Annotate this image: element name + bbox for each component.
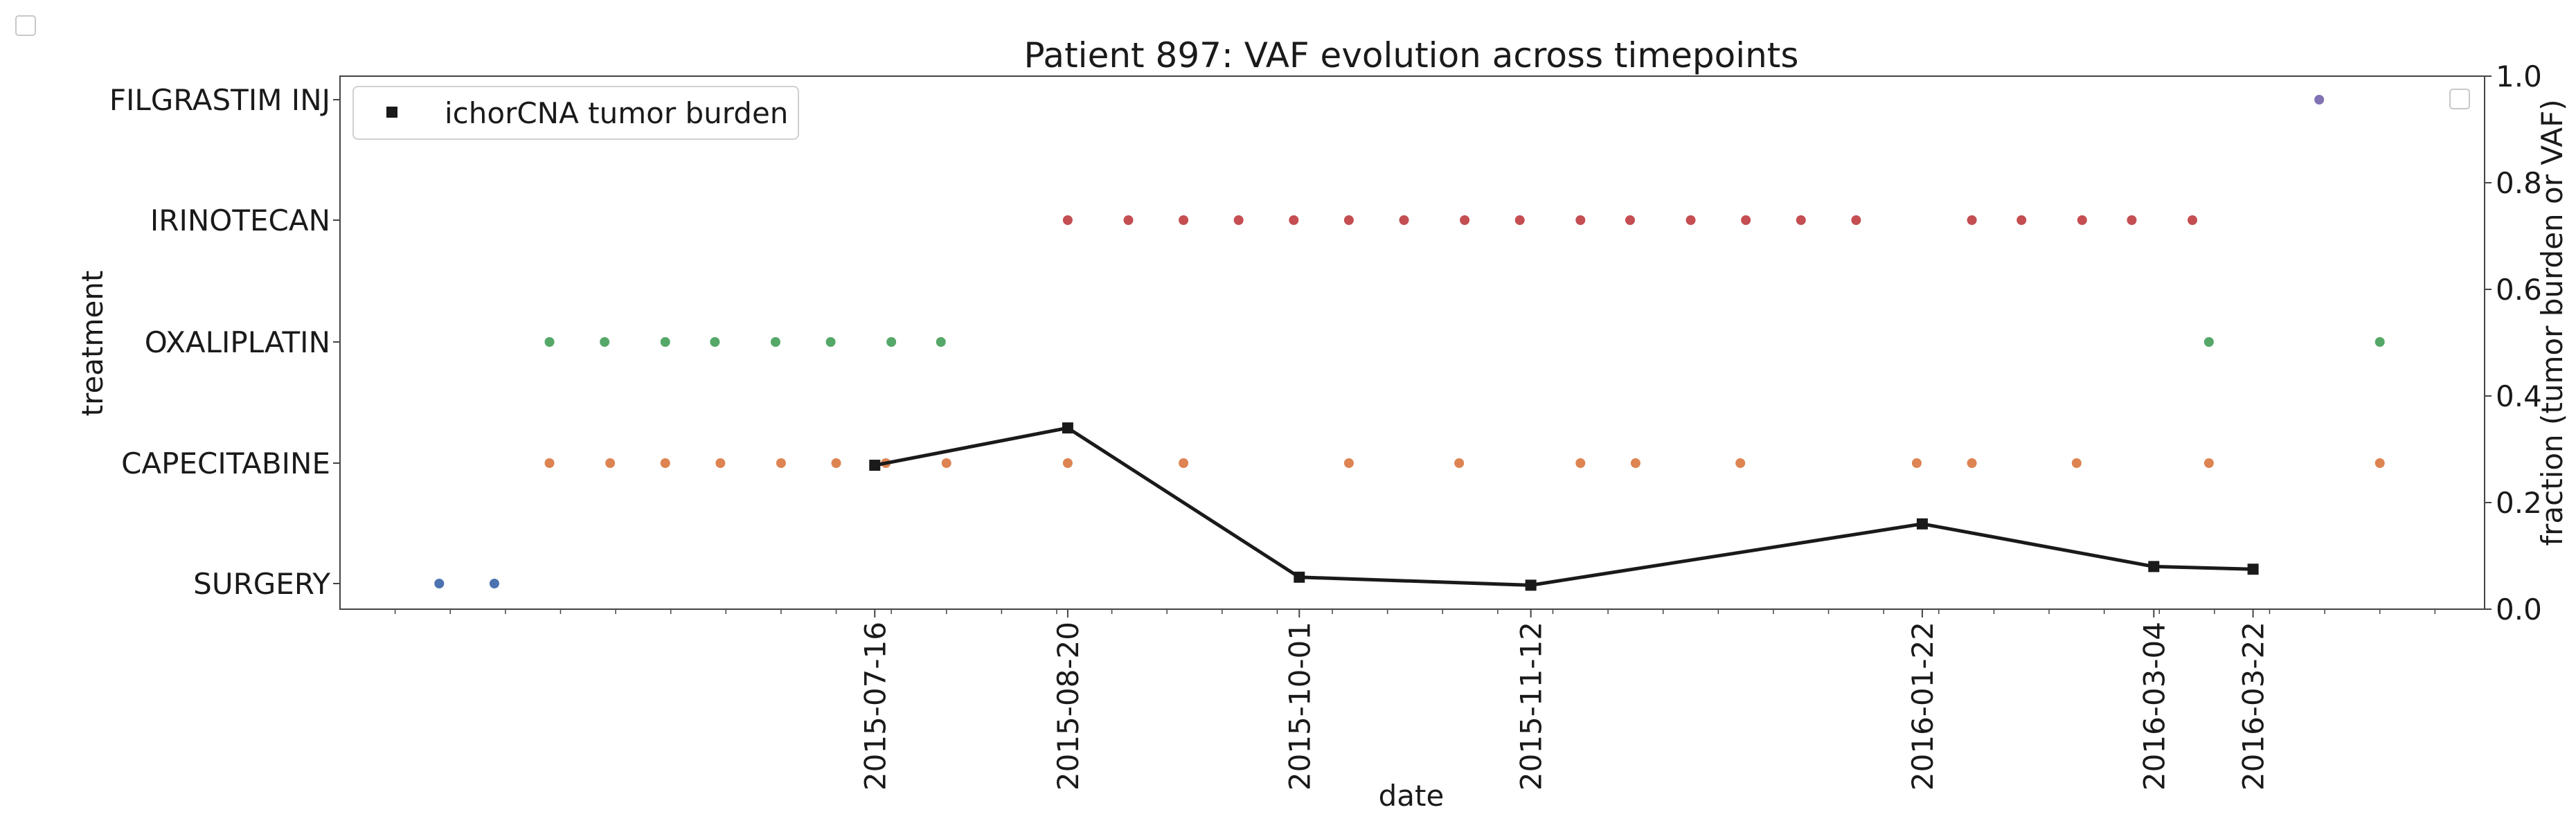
treatment-dot	[605, 458, 616, 468]
treatment-dot	[2077, 215, 2087, 225]
treatment-dot	[1343, 215, 1354, 225]
legend: ichorCNA tumor burden	[352, 86, 799, 140]
tumor-burden-point	[1916, 518, 1928, 530]
tumor-burden-line	[874, 426, 2253, 587]
treatment-dot	[1454, 458, 1465, 468]
treatment-dot	[1123, 215, 1134, 225]
treatment-dot	[776, 458, 786, 468]
treatment-dot	[1851, 215, 1861, 225]
treatment-dot	[2203, 337, 2214, 347]
treatment-dot	[2374, 458, 2385, 468]
tumor-burden-point	[1294, 571, 1305, 583]
tumor-burden-point	[1062, 422, 1073, 434]
treatment-dot	[1735, 458, 1746, 468]
y-tick-label-right: 0.8	[2496, 166, 2542, 200]
treatment-dot	[886, 337, 897, 347]
treatment-dot	[1911, 458, 1922, 468]
treatment-dot	[1233, 215, 1244, 225]
x-tick-label: 2016-03-22	[2237, 622, 2271, 791]
treatment-dot	[1630, 458, 1640, 468]
treatment-dot	[544, 458, 555, 468]
treatment-dot	[2127, 215, 2137, 225]
legend-toggle-checkbox[interactable]	[2449, 89, 2470, 109]
y-axis-label-left: treatment	[75, 271, 109, 417]
treatment-dot	[2016, 215, 2027, 225]
treatment-dot	[1685, 215, 1696, 225]
treatment-dot	[941, 458, 951, 468]
treatment-dot	[1062, 215, 1073, 225]
tumor-burden-point	[1525, 579, 1537, 591]
y-tick-label-right: 1.0	[2496, 60, 2542, 93]
treatment-dot	[2314, 95, 2325, 105]
treatment-dot	[1575, 215, 1586, 225]
treatment-dot	[936, 337, 946, 347]
y-tick-label-left: CAPECITABINE	[121, 446, 330, 480]
treatment-dot	[1179, 458, 1189, 468]
x-tick-label: 2016-01-22	[1906, 622, 1940, 791]
treatment-dot	[660, 458, 670, 468]
x-tick-label: 2015-11-12	[1514, 622, 1548, 791]
treatment-dot	[825, 337, 836, 347]
x-tick-label: 2015-08-20	[1051, 622, 1085, 791]
treatment-dot	[1796, 215, 1806, 225]
treatment-dot	[831, 458, 841, 468]
treatment-dot	[1399, 215, 1409, 225]
chart-title: Patient 897: VAF evolution across timepo…	[1024, 35, 1799, 75]
x-tick-label: 2015-10-01	[1282, 622, 1316, 791]
plot-area	[339, 75, 2485, 610]
y-tick-label-left: FILGRASTIM INJ	[109, 83, 330, 117]
legend-label: ichorCNA tumor burden	[445, 96, 788, 130]
treatment-dot	[489, 579, 499, 588]
y-tick-label-right: 0.0	[2496, 593, 2542, 626]
treatment-dot	[1967, 215, 1977, 225]
y-tick-label-right: 0.4	[2496, 379, 2542, 413]
y-tick-label-left: OXALIPLATIN	[145, 325, 330, 359]
legend-marker	[386, 107, 397, 118]
y-tick-label-right: 0.2	[2496, 486, 2542, 520]
treatment-dot	[2203, 458, 2214, 468]
treatment-dot	[1343, 458, 1354, 468]
y-tick-label-left: IRINOTECAN	[150, 204, 330, 237]
treatment-dot	[1179, 215, 1189, 225]
treatment-dot	[660, 337, 670, 347]
treatment-dot	[1625, 215, 1635, 225]
tumor-burden-point	[2148, 561, 2160, 572]
treatment-dot	[1062, 458, 1073, 468]
x-axis-label: date	[1379, 779, 1444, 813]
y-axis-label-right: fraction (tumor burden or VAF)	[2535, 99, 2569, 545]
x-tick-label: 2015-07-16	[858, 622, 892, 791]
x-tick-label: 2016-03-04	[2137, 622, 2171, 791]
treatment-dot	[1575, 458, 1586, 468]
tumor-burden-point	[869, 460, 881, 471]
treatment-dot	[600, 337, 610, 347]
treatment-dot	[770, 337, 780, 347]
treatment-dot	[1741, 215, 1751, 225]
treatment-dot	[1289, 215, 1299, 225]
treatment-dot	[544, 337, 555, 347]
treatment-dot	[2188, 215, 2198, 225]
legend-box	[352, 86, 799, 140]
tumor-burden-point	[2247, 563, 2259, 575]
y-tick-label-left: SURGERY	[193, 567, 330, 601]
treatment-dot	[710, 337, 720, 347]
y-tick-label-right: 0.6	[2496, 273, 2542, 307]
treatment-dot	[715, 458, 726, 468]
treatment-dot	[2374, 337, 2385, 347]
treatment-dot	[2071, 458, 2082, 468]
checkbox-top-left[interactable]	[15, 15, 36, 36]
treatment-dot	[1514, 215, 1525, 225]
treatment-dot	[1967, 458, 1977, 468]
treatment-dot	[1460, 215, 1470, 225]
treatment-dot	[434, 579, 445, 588]
